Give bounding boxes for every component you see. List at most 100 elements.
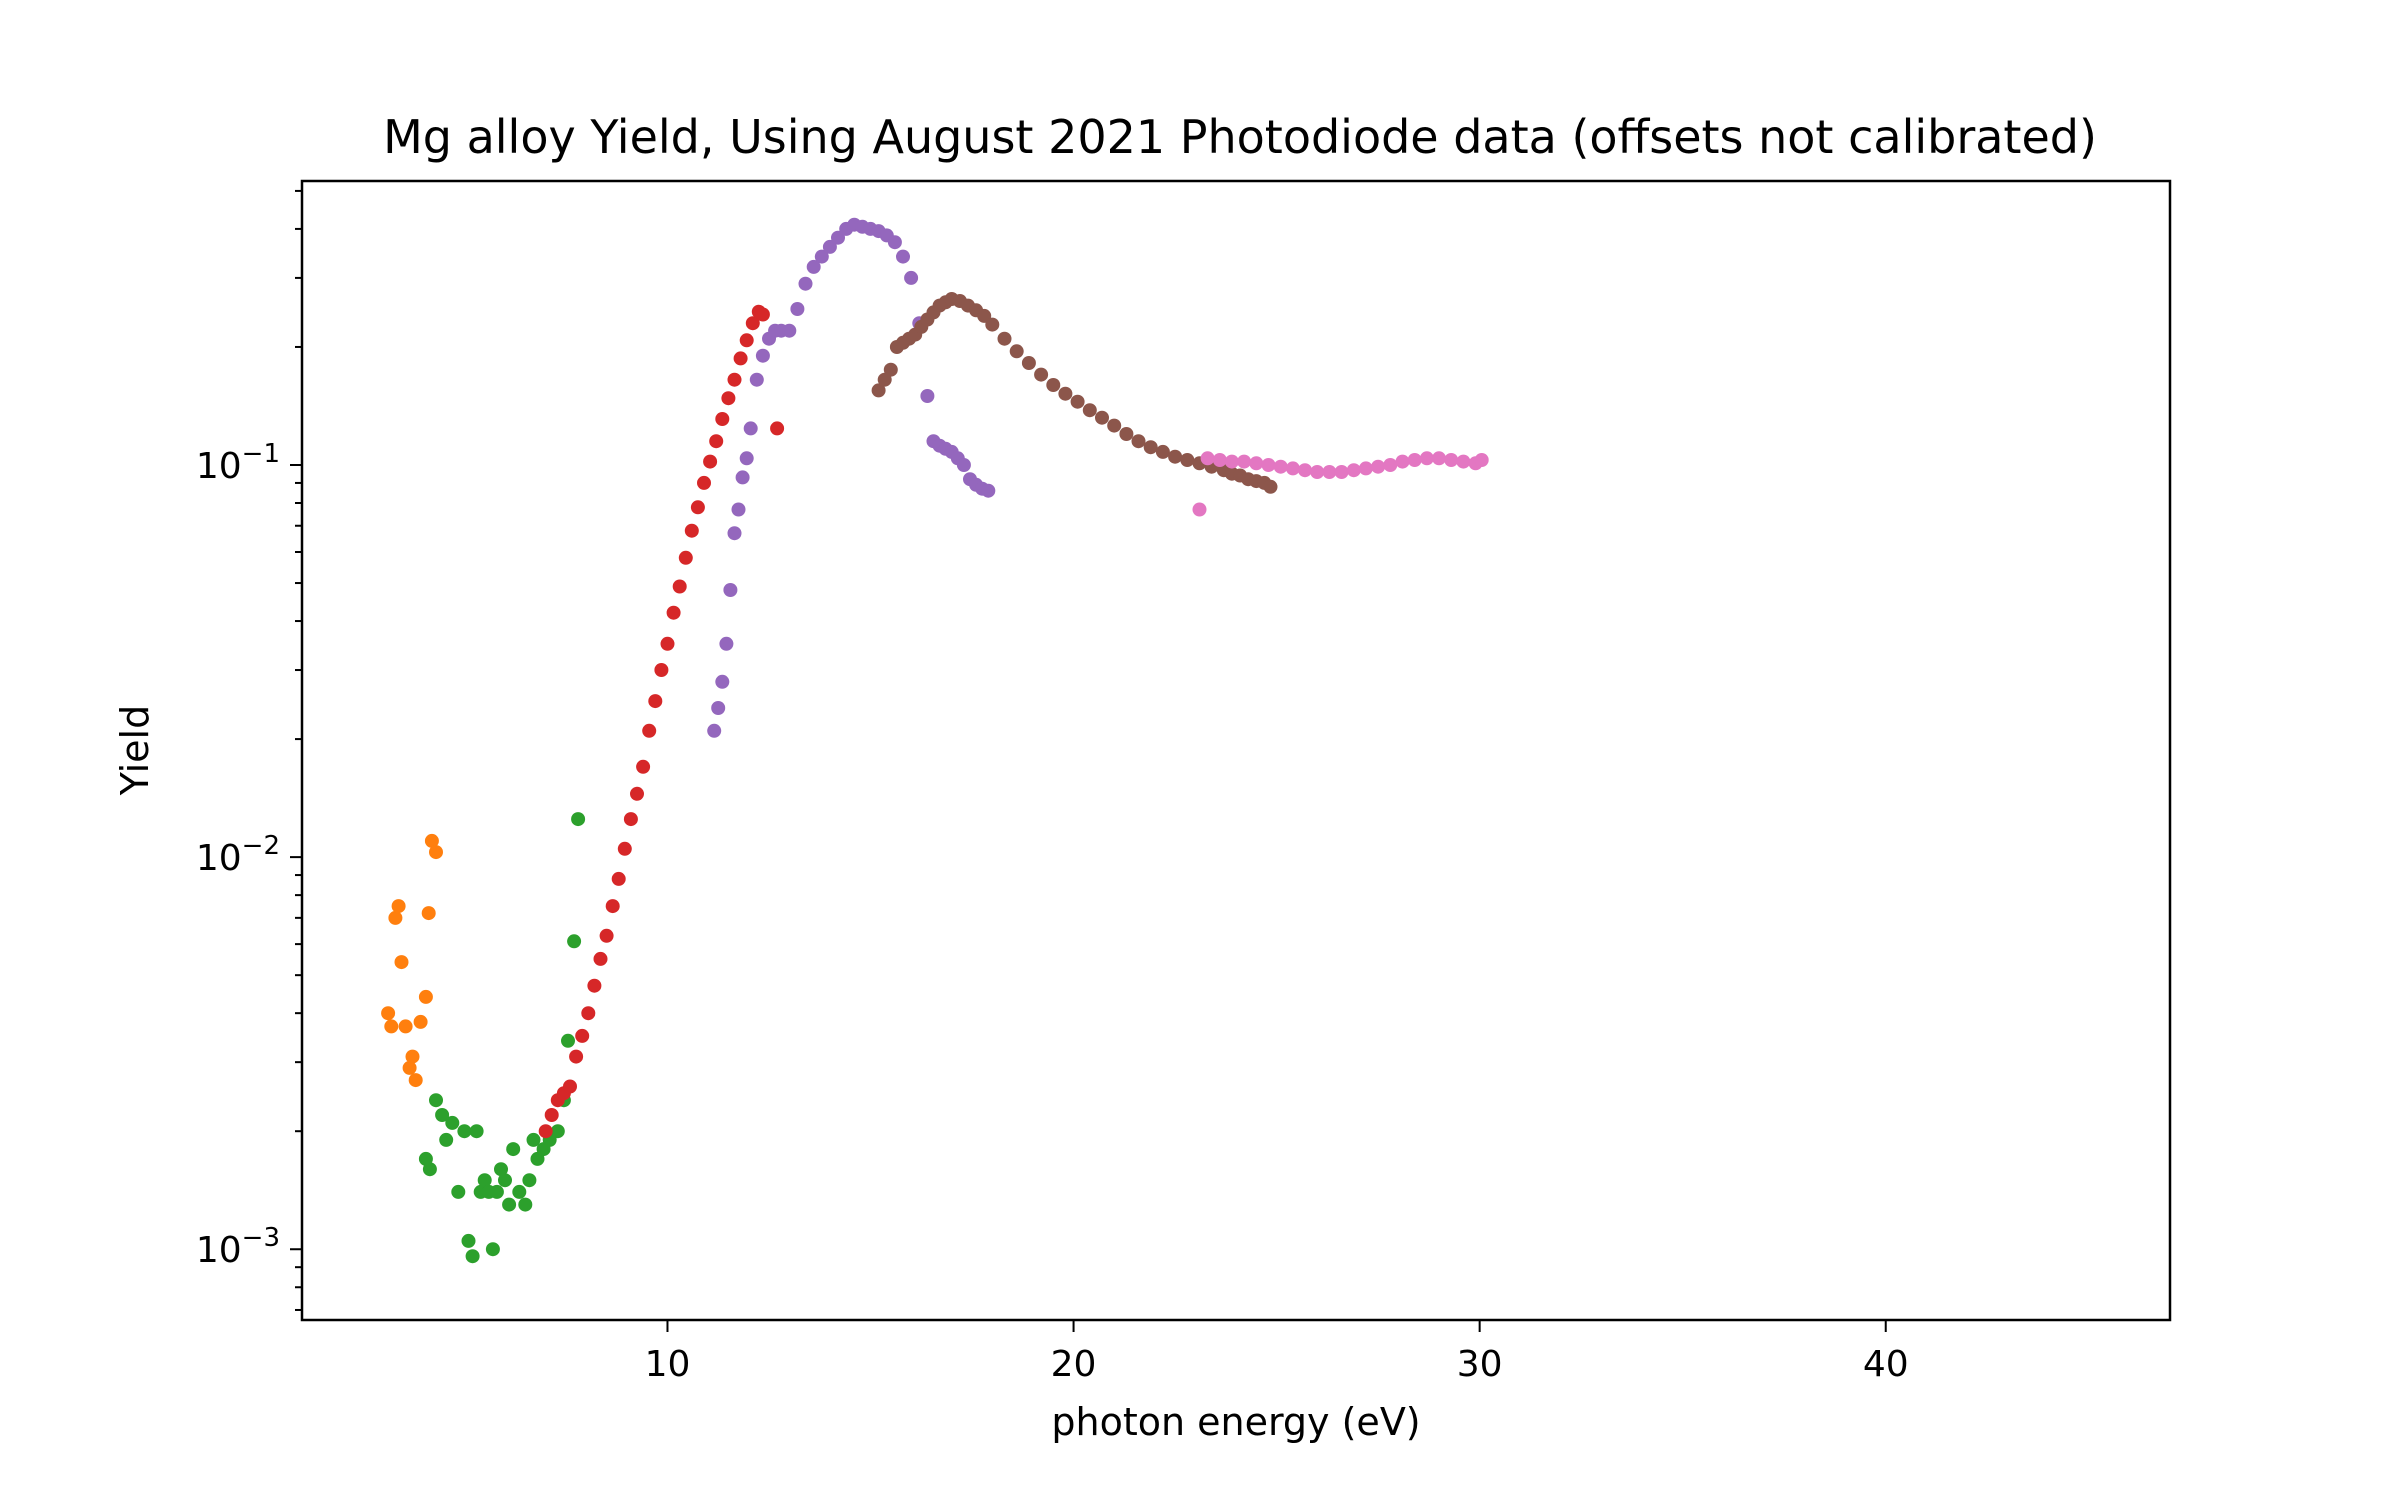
data-point (755, 307, 770, 322)
data-point (743, 421, 758, 436)
data-point (1395, 454, 1410, 469)
data-point (1261, 458, 1276, 472)
data-point (896, 249, 910, 264)
data-point (723, 583, 738, 597)
data-point (477, 1173, 492, 1188)
data-point (1009, 344, 1024, 359)
data-point (445, 1115, 460, 1130)
data-point (814, 249, 829, 264)
data-point (1021, 356, 1036, 370)
data-point (418, 989, 433, 1004)
data-point (391, 899, 406, 914)
data-point (731, 502, 746, 517)
data-point (506, 1142, 521, 1157)
axes-frame (300, 179, 2172, 1322)
data-point (494, 1162, 508, 1177)
data-point (1107, 418, 1122, 433)
data-point (790, 302, 805, 316)
data-point (617, 841, 632, 856)
data-point (904, 270, 919, 285)
data-point (485, 1242, 500, 1257)
series-5 (707, 217, 996, 738)
data-point (749, 372, 764, 387)
data-point (782, 323, 797, 338)
data-point (518, 1197, 533, 1212)
data-point (1046, 378, 1061, 392)
data-point (563, 1079, 577, 1094)
data-point (435, 1108, 450, 1122)
data-point (871, 383, 886, 398)
data-point (721, 391, 736, 406)
data-point (457, 1124, 472, 1139)
data-point (1310, 465, 1325, 479)
data-point (822, 239, 837, 254)
data-point (703, 454, 718, 469)
data-point (429, 845, 443, 860)
data-point (1155, 444, 1170, 459)
data-point (571, 812, 586, 827)
data-point (413, 1014, 428, 1029)
data-point (593, 951, 608, 966)
data-point (755, 348, 770, 363)
data-point (1237, 454, 1252, 469)
data-point (498, 1173, 512, 1188)
data-point (1143, 440, 1158, 455)
data-point (1346, 463, 1361, 478)
data-point (727, 372, 742, 387)
data-point (745, 316, 760, 331)
data-point (1456, 454, 1471, 469)
data-point (422, 1162, 437, 1177)
data-point (727, 526, 742, 541)
data-point (715, 674, 730, 689)
data-point (581, 1006, 596, 1021)
data-point (388, 910, 403, 925)
data-point (461, 1233, 476, 1248)
data-point (569, 1049, 584, 1064)
data-point (707, 723, 722, 738)
data-point (672, 579, 687, 594)
data-point (538, 1124, 553, 1139)
data-point (1474, 453, 1489, 467)
plot-area (381, 217, 1489, 1264)
data-point (1058, 386, 1073, 401)
data-point (735, 470, 750, 485)
data-point (429, 1093, 443, 1108)
series-4 (770, 421, 785, 436)
data-point (985, 317, 1000, 332)
data-point (883, 362, 898, 377)
data-point (1224, 454, 1239, 469)
data-point (611, 871, 626, 886)
data-point (408, 1073, 423, 1088)
data-point (739, 451, 754, 466)
data-point (522, 1173, 537, 1188)
data-point (439, 1132, 454, 1147)
data-point (424, 833, 439, 848)
data-point (544, 1108, 559, 1122)
data-point (623, 812, 638, 827)
series-3 (745, 304, 770, 331)
data-point (1131, 434, 1146, 449)
data-point (1383, 458, 1398, 472)
data-point (1082, 403, 1097, 418)
y-axis-label: Yield (113, 705, 157, 796)
data-point (956, 458, 971, 472)
data-point (715, 412, 730, 426)
data-point (719, 636, 734, 651)
data-point (877, 372, 892, 387)
data-point (709, 434, 724, 449)
data-point (398, 1019, 413, 1034)
data-point (465, 1249, 480, 1264)
data-point (384, 1019, 399, 1034)
x-tick-label: 30 (1457, 1344, 1503, 1385)
data-point (587, 978, 602, 993)
data-point (605, 899, 620, 914)
data-point (1334, 465, 1349, 479)
y-tick-label: 10−2 (196, 831, 280, 879)
data-point (451, 1184, 466, 1199)
y-tick-label: 10−3 (196, 1223, 280, 1271)
data-point (660, 636, 675, 651)
series-7 (1192, 451, 1489, 517)
data-point (887, 235, 902, 250)
data-point (1358, 461, 1373, 476)
